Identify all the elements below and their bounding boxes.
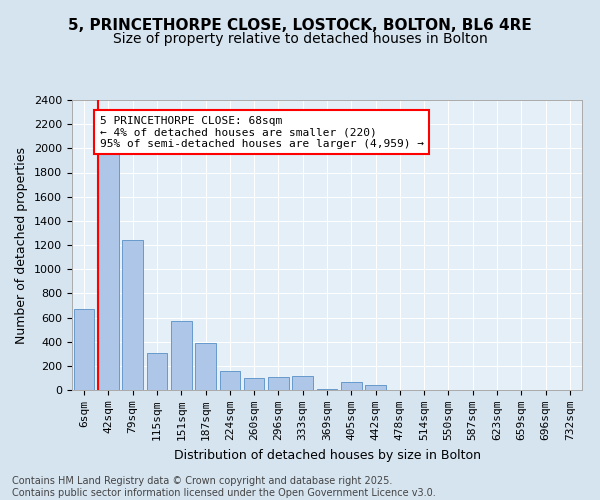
- Text: 5 PRINCETHORPE CLOSE: 68sqm
← 4% of detached houses are smaller (220)
95% of sem: 5 PRINCETHORPE CLOSE: 68sqm ← 4% of deta…: [100, 116, 424, 149]
- Text: 5, PRINCETHORPE CLOSE, LOSTOCK, BOLTON, BL6 4RE: 5, PRINCETHORPE CLOSE, LOSTOCK, BOLTON, …: [68, 18, 532, 32]
- Text: Contains HM Land Registry data © Crown copyright and database right 2025.
Contai: Contains HM Land Registry data © Crown c…: [12, 476, 436, 498]
- Bar: [365, 385, 386, 390]
- Bar: [122, 240, 143, 390]
- Text: Distribution of detached houses by size in Bolton: Distribution of detached houses by size …: [173, 450, 481, 462]
- Bar: [171, 321, 191, 390]
- Text: Size of property relative to detached houses in Bolton: Size of property relative to detached ho…: [113, 32, 487, 46]
- Bar: [268, 376, 289, 390]
- Bar: [146, 352, 167, 390]
- Bar: [341, 382, 362, 390]
- Bar: [74, 309, 94, 390]
- Y-axis label: Number of detached properties: Number of detached properties: [16, 146, 28, 344]
- Bar: [220, 370, 240, 390]
- Bar: [317, 389, 337, 390]
- Bar: [244, 378, 265, 390]
- Bar: [195, 343, 216, 390]
- Bar: [98, 153, 119, 390]
- Bar: [292, 376, 313, 390]
